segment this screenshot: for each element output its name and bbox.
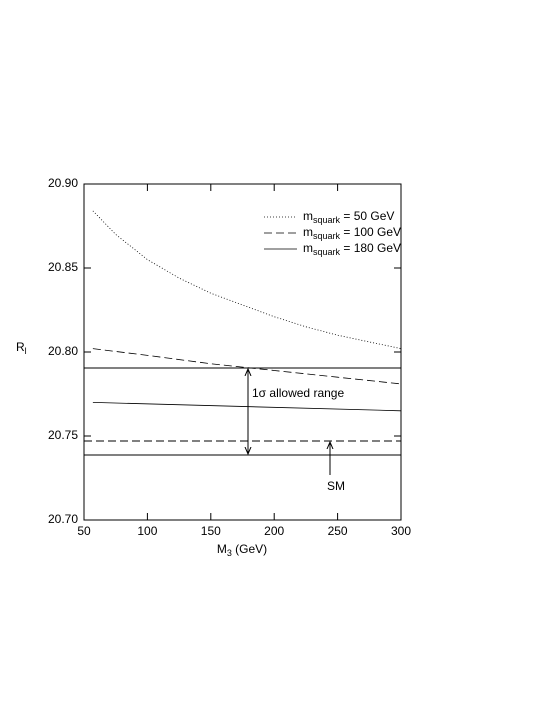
legend-label-suffix: = 100 GeV: [340, 225, 401, 239]
x-axis-label-sub: 3: [227, 548, 232, 558]
x-tick-label: 50: [77, 524, 91, 538]
x-axis-label-suffix: (GeV): [232, 542, 267, 556]
legend-label-suffix: = 180 GeV: [340, 241, 401, 255]
legend-label-sub: squark: [313, 215, 341, 225]
y-tick-label: 20.80: [48, 344, 78, 358]
x-tick-label: 200: [264, 524, 284, 538]
y-tick-label: 20.90: [48, 176, 78, 190]
x-axis-label-main: M: [217, 542, 227, 556]
legend-label-sub: squark: [313, 247, 341, 257]
y-tick-label: 20.70: [48, 512, 78, 526]
x-tick-label: 300: [391, 524, 411, 538]
legend-label-main: m: [303, 241, 313, 255]
x-tick-label: 150: [201, 524, 221, 538]
legend-label: msquark = 50 GeV: [303, 209, 394, 225]
legend-label-main: m: [303, 209, 313, 223]
x-tick-label: 250: [328, 524, 348, 538]
sm-annotation: SM: [327, 479, 345, 493]
legend-label: msquark = 100 GeV: [303, 225, 401, 241]
legend-label-main: m: [303, 225, 313, 239]
x-axis-label: M3 (GeV): [217, 542, 267, 558]
y-axis-label-sub: l: [25, 346, 27, 356]
y-tick-label: 20.75: [48, 428, 78, 442]
legend-label: msquark = 180 GeV: [303, 241, 401, 257]
series-line: [92, 348, 402, 385]
y-axis-label-main: R: [16, 340, 25, 354]
y-axis-label: Rl: [16, 340, 27, 356]
series-line: [92, 402, 402, 412]
legend-label-sub: squark: [313, 231, 341, 241]
range-annotation: 1σ allowed range: [252, 386, 344, 400]
x-tick-label: 100: [137, 524, 157, 538]
y-tick-label: 20.85: [48, 260, 78, 274]
legend-label-suffix: = 50 GeV: [340, 209, 394, 223]
